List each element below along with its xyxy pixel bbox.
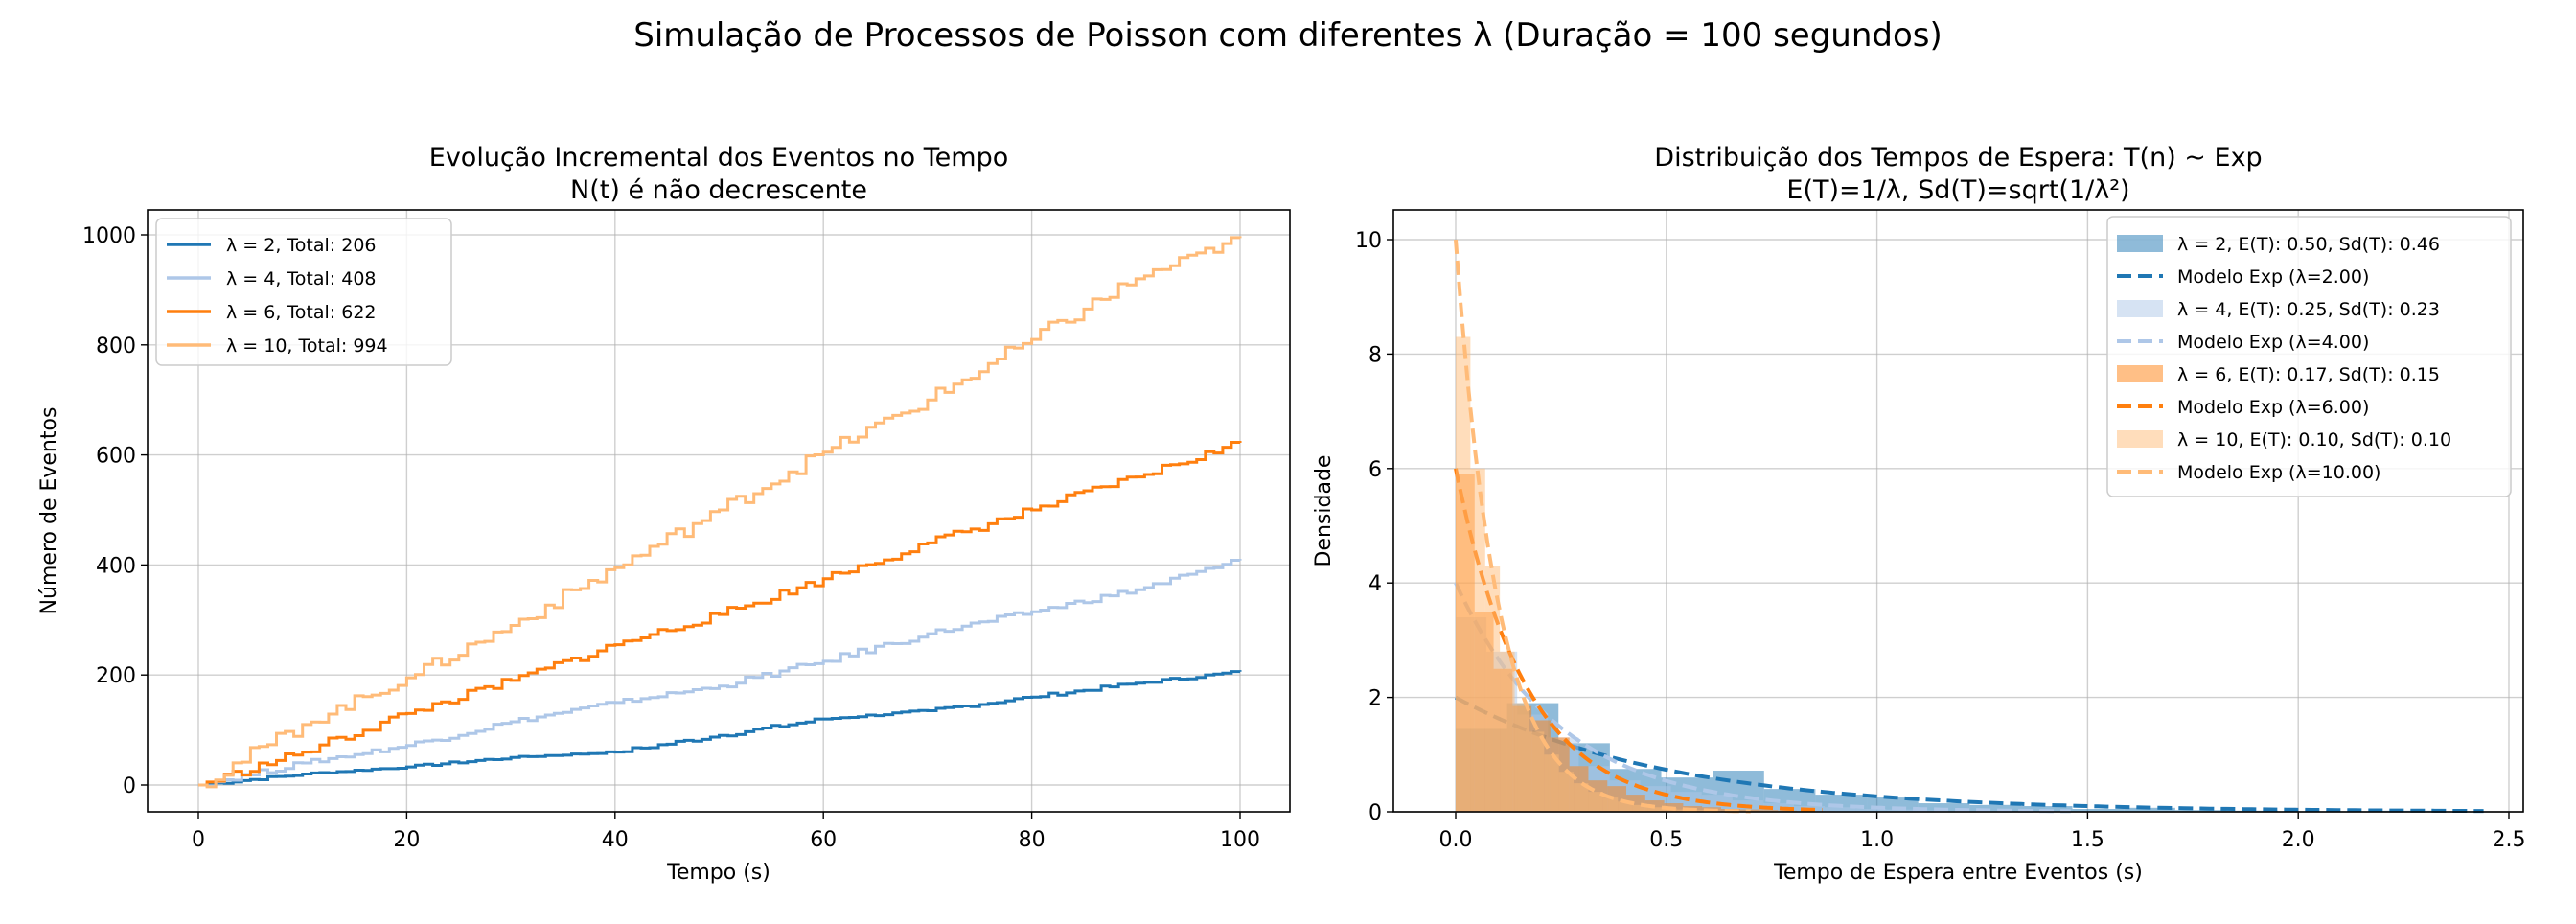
y-tick-label: 8 <box>1368 343 1382 367</box>
series-line <box>198 559 1242 788</box>
legend-label: λ = 6, Total: 622 <box>226 302 377 323</box>
x-axis-label: Tempo (s) <box>666 861 770 885</box>
histogram-bar <box>1632 804 1648 812</box>
histogram-bar <box>1825 807 1856 812</box>
histogram-bar <box>1558 772 1575 812</box>
y-axis-label: Número de Eventos <box>37 407 61 615</box>
exp-model-line <box>1454 239 1751 814</box>
histogram-bar <box>1886 809 1918 812</box>
y-tick-label: 400 <box>96 554 136 578</box>
histogram-bar <box>1618 801 1633 812</box>
series-line <box>198 670 1242 787</box>
legend: λ = 2, E(T): 0.50, Sd(T): 0.46 Modelo Exp… <box>2106 216 2512 497</box>
histogram-bar <box>2020 806 2073 812</box>
axes-frame <box>1392 209 2524 813</box>
series-line <box>198 441 1242 787</box>
x-tick-label: 1.5 <box>2071 828 2104 852</box>
x-tick-label: 2.0 <box>2282 828 2315 852</box>
exp-model-line <box>1455 695 2484 814</box>
legend-label: Modelo Exp (λ=6.00) <box>2177 397 2369 418</box>
legend-label: λ = 10, Total: 994 <box>226 335 388 357</box>
y-tick-label: 0 <box>123 774 136 798</box>
legend-label: Modelo Exp (λ=10.00) <box>2177 462 2380 483</box>
histogram-bar <box>1759 810 1779 812</box>
series-line <box>198 236 1242 789</box>
y-tick-label: 0 <box>1368 801 1382 825</box>
figure-suptitle: Simulação de Processos de Poisson com di… <box>633 16 1943 55</box>
legend-swatch-histogram <box>2117 235 2163 252</box>
histogram-bar <box>1647 807 1663 812</box>
x-tick-label: 0.5 <box>1649 828 1683 852</box>
x-tick-label: 1.0 <box>1860 828 1894 852</box>
histogram-bar <box>1588 792 1603 812</box>
histogram-bar <box>1602 797 1619 812</box>
histogram-bar <box>1484 566 1501 812</box>
x-tick-label: 100 <box>1220 828 1260 852</box>
axes-frame <box>147 209 1291 813</box>
histogram-bar <box>1918 803 1970 812</box>
legend-label: λ = 10, E(T): 0.10, Sd(T): 0.10 <box>2177 429 2451 450</box>
y-tick-label: 2 <box>1368 687 1382 711</box>
legend-label: λ = 4, E(T): 0.25, Sd(T): 0.23 <box>2177 299 2440 320</box>
histogram-bar <box>2124 807 2175 812</box>
legend-label: λ = 2, E(T): 0.50, Sd(T): 0.46 <box>2177 234 2440 255</box>
histogram-bar <box>1855 809 1887 812</box>
histogram-bar <box>1529 731 1545 812</box>
x-tick-label: 80 <box>1019 828 1046 852</box>
legend-swatch-histogram <box>2117 430 2163 448</box>
histogram-bar <box>1500 651 1515 812</box>
x-tick-label: 2.5 <box>2493 828 2526 852</box>
y-tick-label: 600 <box>96 445 136 469</box>
histogram-bar <box>1762 803 1794 812</box>
histogram-bar <box>1470 468 1485 812</box>
plot-title: Distribuição dos Tempos de Espera: T(n) … <box>1654 143 2262 173</box>
exp-model-line <box>1454 468 1823 813</box>
y-tick-label: 1000 <box>82 224 136 248</box>
histogram-bar <box>2174 810 2227 812</box>
y-tick-label: 800 <box>96 335 136 358</box>
legend-label: λ = 6, E(T): 0.17, Sd(T): 0.15 <box>2177 364 2440 385</box>
x-axis-label: Tempo de Espera entre Eventos (s) <box>1773 861 2143 885</box>
x-tick-label: 40 <box>602 828 629 852</box>
legend: λ = 2, Total: 206 λ = 4, Total: 408 λ = 6,… <box>155 218 452 366</box>
histogram-bar <box>1917 810 1948 812</box>
y-tick-label: 10 <box>1355 229 1382 253</box>
x-tick-label: 0.0 <box>1439 828 1473 852</box>
exp-model-line <box>1454 582 2071 814</box>
histogram-bar <box>1574 783 1589 812</box>
legend-box <box>2106 216 2512 497</box>
x-tick-label: 0 <box>192 828 205 852</box>
plot-title: Evolução Incremental dos Eventos no Temp… <box>429 143 1008 173</box>
legend-label: Modelo Exp (λ=2.00) <box>2177 266 2369 288</box>
histogram-bar <box>1544 754 1559 812</box>
x-tick-label: 60 <box>810 828 837 852</box>
legend-swatch-histogram <box>2117 365 2163 382</box>
y-tick-label: 4 <box>1368 572 1382 596</box>
legend-swatch-histogram <box>2117 300 2163 317</box>
histogram-bar <box>1456 336 1471 812</box>
legend-label: λ = 4, Total: 408 <box>226 268 377 289</box>
legend-label: λ = 2, Total: 206 <box>226 235 377 256</box>
histogram-bar <box>2072 809 2125 812</box>
plot-subtitle: E(T)=1/λ, Sd(T)=sqrt(1/λ²) <box>1786 175 2129 205</box>
y-axis-label: Densidade <box>1312 455 1336 567</box>
histogram-bar <box>1514 703 1530 812</box>
y-tick-label: 200 <box>96 664 136 688</box>
legend-label: Modelo Exp (λ=4.00) <box>2177 332 2369 353</box>
y-tick-label: 6 <box>1368 458 1382 482</box>
histogram-bar <box>1969 804 2021 812</box>
right-plot-waiting-time-distribution: 0.0 0.5 1.0 1.5 2.0 2.5 0 2 4 6 8 10 Distribuição do… <box>1312 143 2526 885</box>
legend-box <box>155 218 452 366</box>
x-tick-label: 20 <box>393 828 420 852</box>
histogram-bar <box>1691 810 1707 812</box>
plot-subtitle: N(t) é não decrescente <box>570 175 867 205</box>
